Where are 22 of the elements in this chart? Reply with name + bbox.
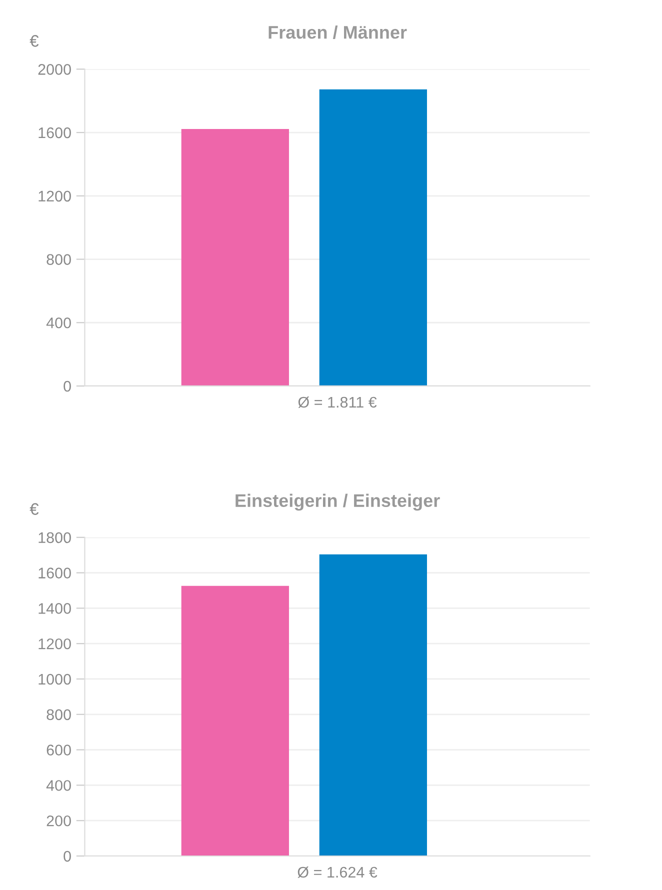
chart-title: Frauen / Männer <box>268 26 407 39</box>
y-axis-title: € <box>30 35 39 47</box>
y-tick-label: 1400 <box>38 603 71 614</box>
y-tick-label: 400 <box>46 317 71 328</box>
y-tick-label: 1200 <box>38 190 71 202</box>
x-axis-title: Ø = 1.811 € <box>298 396 377 408</box>
y-tick-label: 1800 <box>38 532 71 544</box>
y-tick-label: 2000 <box>38 64 71 75</box>
y-tick-label: 0 <box>64 850 71 862</box>
y-tick-label: 400 <box>46 780 71 791</box>
chart-title: Einsteigerin / Einsteiger <box>236 494 440 511</box>
y-axis-title: € <box>30 503 39 515</box>
y-tick-label: 1000 <box>38 674 71 685</box>
y-tick-label: 1600 <box>38 127 71 138</box>
y-tick-label: 600 <box>46 744 71 756</box>
x-axis-title: Ø = 1.624 € <box>298 866 378 878</box>
y-tick-label: 800 <box>46 254 71 265</box>
y-tick-label: 200 <box>46 815 71 826</box>
y-tick-label: 0 <box>64 380 71 392</box>
y-tick-label: 1200 <box>38 638 71 650</box>
y-tick-label: 800 <box>46 709 71 720</box>
y-tick-label: 1600 <box>38 568 71 578</box>
